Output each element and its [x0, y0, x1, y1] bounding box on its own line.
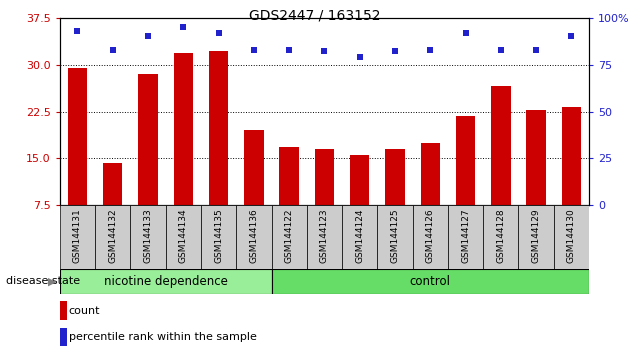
Bar	[518, 205, 554, 269]
Point	[566, 34, 576, 39]
Point	[143, 34, 153, 39]
Text: GSM144128: GSM144128	[496, 209, 505, 263]
Bar	[272, 205, 307, 269]
Point	[531, 47, 541, 52]
Text: GSM144122: GSM144122	[285, 209, 294, 263]
Bar	[60, 269, 272, 294]
Point	[319, 48, 329, 54]
Bar	[386, 149, 404, 252]
Text: ▶: ▶	[49, 276, 57, 286]
Text: GSM144135: GSM144135	[214, 209, 223, 263]
Bar	[377, 205, 413, 269]
Bar	[315, 149, 334, 252]
Text: GSM144131: GSM144131	[73, 209, 82, 263]
Text: GSM144125: GSM144125	[391, 209, 399, 263]
Bar	[421, 143, 440, 252]
Text: GSM144136: GSM144136	[249, 209, 258, 263]
Bar	[448, 205, 483, 269]
Bar	[350, 155, 369, 252]
Bar	[456, 116, 475, 252]
Bar	[174, 53, 193, 252]
Text: GSM144127: GSM144127	[461, 209, 470, 263]
Point	[214, 30, 224, 35]
Text: count: count	[69, 306, 100, 316]
Point	[425, 47, 435, 52]
Bar	[272, 269, 589, 294]
Text: GSM144129: GSM144129	[532, 209, 541, 263]
Bar	[130, 205, 166, 269]
Bar	[554, 205, 589, 269]
Point	[284, 47, 294, 52]
Bar	[68, 68, 87, 252]
Point	[390, 48, 400, 54]
Text: GSM144123: GSM144123	[320, 209, 329, 263]
Text: GDS2447 / 163152: GDS2447 / 163152	[249, 9, 381, 23]
Point	[178, 24, 188, 30]
Bar	[280, 147, 299, 252]
Bar	[201, 205, 236, 269]
Text: GSM144132: GSM144132	[108, 209, 117, 263]
Point	[355, 54, 365, 60]
Bar	[209, 51, 228, 252]
Bar	[95, 205, 130, 269]
Bar	[483, 205, 518, 269]
Bar	[244, 130, 263, 252]
Bar	[562, 107, 581, 252]
Text: GSM144133: GSM144133	[144, 209, 152, 263]
Text: percentile rank within the sample: percentile rank within the sample	[69, 332, 256, 342]
Bar	[527, 110, 546, 252]
Text: GSM144134: GSM144134	[179, 209, 188, 263]
Text: disease state: disease state	[6, 276, 81, 286]
Bar	[236, 205, 272, 269]
Point	[496, 47, 506, 52]
Bar	[307, 205, 342, 269]
Text: GSM144130: GSM144130	[567, 209, 576, 263]
Text: control: control	[410, 275, 451, 288]
Point	[249, 47, 259, 52]
Bar	[60, 301, 67, 320]
Bar	[491, 86, 510, 252]
Point	[461, 30, 471, 35]
Bar	[139, 74, 158, 252]
Bar	[166, 205, 201, 269]
Bar	[342, 205, 377, 269]
Text: GSM144124: GSM144124	[355, 209, 364, 263]
Text: nicotine dependence: nicotine dependence	[104, 275, 227, 288]
Text: GSM144126: GSM144126	[426, 209, 435, 263]
Bar	[103, 163, 122, 252]
Bar	[413, 205, 448, 269]
Point	[72, 28, 83, 34]
Bar	[60, 328, 67, 346]
Point	[108, 47, 118, 52]
Bar	[60, 205, 95, 269]
